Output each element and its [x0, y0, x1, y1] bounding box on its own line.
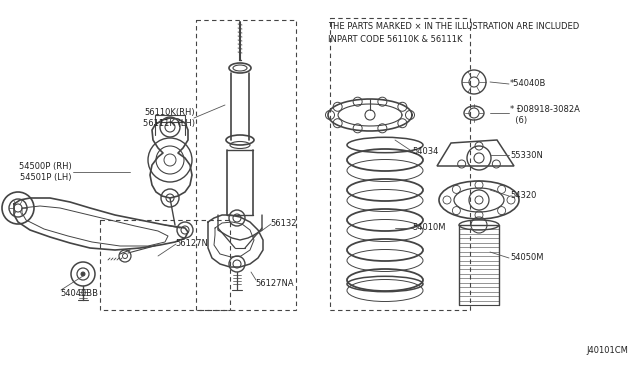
- Text: 54320: 54320: [510, 192, 536, 201]
- Text: 54500P (RH)
54501P (LH): 54500P (RH) 54501P (LH): [19, 161, 72, 182]
- Text: 56110K(RH)
56111K (LH): 56110K(RH) 56111K (LH): [143, 108, 195, 128]
- Circle shape: [14, 204, 22, 212]
- Text: 56127NA: 56127NA: [255, 279, 294, 288]
- Text: * Ð08918-3082A
  (6): * Ð08918-3082A (6): [510, 105, 580, 125]
- Text: 56132: 56132: [270, 219, 296, 228]
- Text: 54050M: 54050M: [510, 253, 543, 263]
- Text: THE PARTS MARKED × IN THE ILLUSTRATION ARE INCLUDED
INPART CODE 56110K & 56111K: THE PARTS MARKED × IN THE ILLUSTRATION A…: [328, 22, 579, 44]
- Bar: [330, 18, 470, 310]
- Text: 56127N: 56127N: [175, 240, 208, 248]
- Circle shape: [81, 272, 85, 276]
- Text: *54040B: *54040B: [510, 80, 547, 89]
- Text: J40101CM: J40101CM: [586, 346, 628, 355]
- Text: 54040BB: 54040BB: [60, 289, 98, 298]
- Text: 54034: 54034: [412, 148, 438, 157]
- Bar: [196, 20, 296, 310]
- Text: 55330N: 55330N: [510, 151, 543, 160]
- Text: 54010M: 54010M: [412, 224, 445, 232]
- Bar: [100, 220, 230, 310]
